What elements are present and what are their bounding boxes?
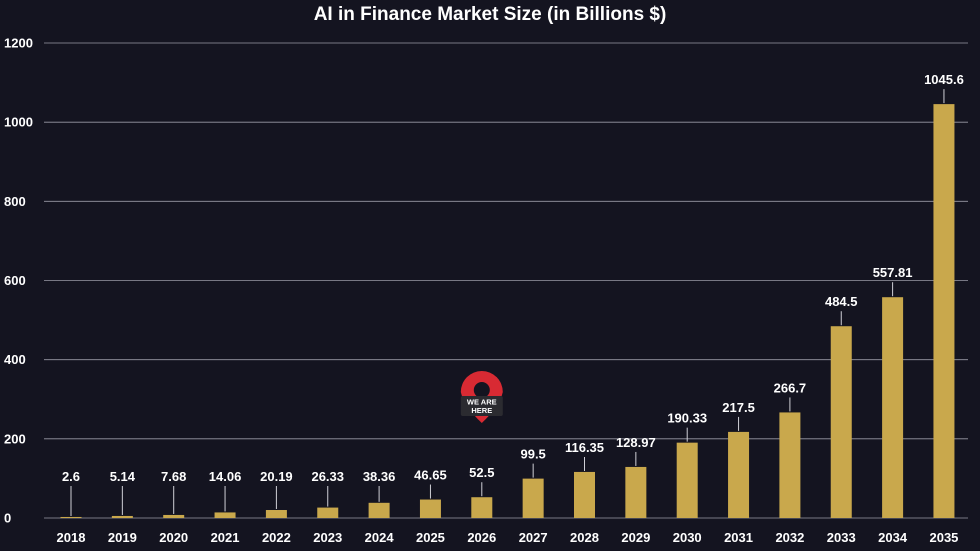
data-label-2030: 190.33 [667, 411, 707, 426]
chart-title: AI in Finance Market Size (in Billions $… [313, 4, 667, 25]
y-tick-label-0: 0 [4, 511, 11, 526]
bar-2021 [214, 512, 236, 518]
x-tick-label-2031: 2031 [724, 530, 753, 545]
bar-2032 [779, 412, 801, 518]
x-tick-label-2027: 2027 [519, 530, 548, 545]
bar-2025 [419, 499, 441, 518]
x-tick-label-2023: 2023 [313, 530, 342, 545]
data-label-2022: 20.19 [260, 469, 293, 484]
pin-label-line2: HERE [471, 406, 492, 415]
pin-hole [473, 382, 490, 398]
data-label-2029: 128.97 [616, 435, 656, 450]
bar-2027 [522, 478, 544, 518]
x-tick-label-2032: 2032 [775, 530, 804, 545]
bar-2034 [882, 297, 904, 518]
bar-2029 [625, 466, 647, 518]
x-tick-label-2034: 2034 [878, 530, 908, 545]
bar-2026 [471, 497, 493, 518]
data-label-2023: 26.33 [311, 469, 344, 484]
data-label-2021: 14.06 [209, 469, 242, 484]
x-tick-label-2020: 2020 [159, 530, 188, 545]
data-label-2031: 217.5 [722, 400, 755, 415]
data-label-2035: 1045.6 [924, 72, 964, 87]
data-label-2020: 7.68 [161, 469, 186, 484]
data-label-2018: 2.6 [62, 469, 80, 484]
bar-2028 [574, 471, 595, 518]
y-tick-label-600: 600 [4, 273, 26, 288]
bar-2033 [830, 326, 852, 518]
x-tick-label-2019: 2019 [108, 530, 137, 545]
bar-2030 [676, 442, 698, 518]
y-tick-label-1200: 1200 [4, 36, 33, 51]
bar-2031 [728, 431, 750, 518]
x-tick-label-2024: 2024 [365, 530, 395, 545]
bar-2019 [111, 515, 133, 518]
bar-2035 [933, 104, 955, 518]
y-tick-label-800: 800 [4, 194, 26, 209]
data-label-2033: 484.5 [825, 294, 858, 309]
bar-2023 [317, 507, 339, 518]
x-tick-label-2026: 2026 [467, 530, 496, 545]
bar-2020 [163, 514, 185, 518]
bar-2018 [60, 516, 82, 518]
bar-2022 [265, 510, 287, 518]
data-label-2019: 5.14 [110, 469, 136, 484]
x-tick-label-2018: 2018 [57, 530, 86, 545]
x-tick-label-2030: 2030 [673, 530, 702, 545]
data-label-2034: 557.81 [873, 265, 913, 280]
x-tick-label-2025: 2025 [416, 530, 445, 545]
data-label-2032: 266.7 [774, 380, 807, 395]
x-tick-label-2022: 2022 [262, 530, 291, 545]
data-label-2024: 38.36 [363, 469, 396, 484]
y-tick-label-1000: 1000 [4, 115, 33, 130]
data-label-2025: 46.65 [414, 468, 447, 483]
x-tick-label-2028: 2028 [570, 530, 599, 545]
y-tick-label-400: 400 [4, 352, 26, 367]
data-label-2027: 99.5 [520, 447, 545, 462]
pin-label-box [460, 396, 503, 416]
x-tick-label-2033: 2033 [827, 530, 856, 545]
data-label-2026: 52.5 [469, 465, 494, 480]
y-tick-label-200: 200 [4, 431, 26, 446]
x-tick-label-2021: 2021 [211, 530, 240, 545]
x-tick-label-2035: 2035 [929, 530, 958, 545]
x-tick-label-2029: 2029 [621, 530, 650, 545]
bar-2024 [368, 502, 390, 518]
pin-label-line1: WE ARE [467, 398, 497, 407]
data-label-2028: 116.35 [565, 440, 604, 455]
